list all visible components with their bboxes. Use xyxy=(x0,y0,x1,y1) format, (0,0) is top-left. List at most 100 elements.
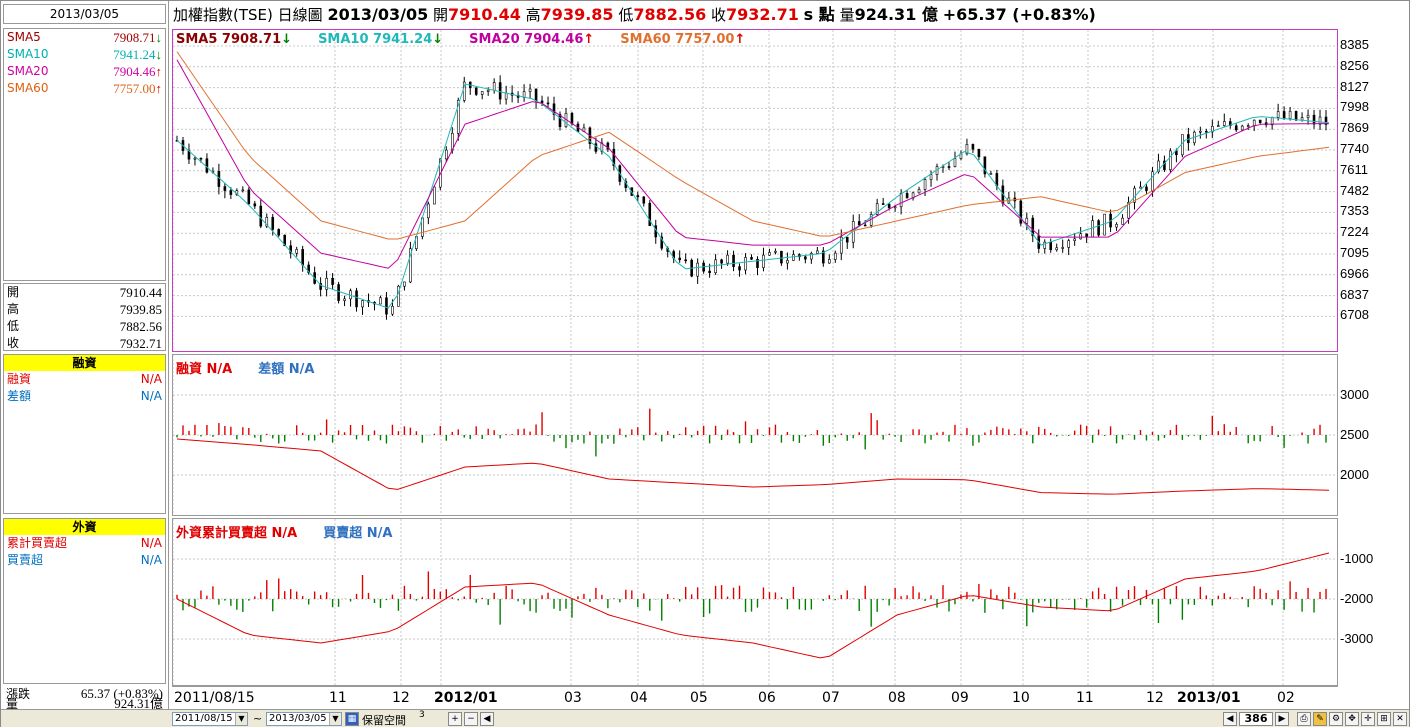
axis-tick-label: 8385 xyxy=(1340,37,1369,52)
x-tick-label: 2013/01 xyxy=(1177,690,1241,706)
candle-body xyxy=(804,256,807,260)
price-legend: SMA5 7908.71↓ SMA10 7941.24↓ SMA20 7904.46… xyxy=(176,32,771,47)
candle-body xyxy=(1157,160,1160,173)
legend-item: SMA5 7908.71↓ xyxy=(176,32,292,47)
axis-tick-label: 8256 xyxy=(1340,57,1369,73)
x-tick-label: 11 xyxy=(329,690,347,706)
candle-body xyxy=(462,81,466,101)
bar-count[interactable]: 386 xyxy=(1239,712,1273,726)
page-next-icon[interactable]: ▶ xyxy=(1275,712,1289,726)
candle-body xyxy=(456,100,460,134)
foreign-legend: 外資累計買賣超 N/A 買賣超 N/A xyxy=(176,522,418,541)
axis-tick-label: 2500 xyxy=(1340,427,1369,442)
volume-top-value: 924.31 億 xyxy=(854,5,938,24)
from-date-select[interactable]: 2011/08/15 ▼ xyxy=(172,712,248,726)
axis-tick-label: 7224 xyxy=(1340,224,1369,240)
candle-body xyxy=(606,142,610,150)
page-prev-icon[interactable]: ◀ xyxy=(1223,712,1237,726)
legend-text: SMA5 7908.71 xyxy=(176,32,282,47)
margin-panel[interactable]: 融資 N/A 差額 N/A xyxy=(172,354,1338,727)
settings-icon[interactable]: ⚙ xyxy=(1329,712,1343,726)
keep-space-label: 保留空間 xyxy=(362,714,406,727)
sma-value: 7904.46↑ xyxy=(113,63,162,80)
sma-value: 7941.24↓ xyxy=(113,46,162,63)
candle-body xyxy=(199,157,203,160)
sma-label: SMA10 xyxy=(7,47,49,61)
foreign-panel[interactable]: 外資累計買賣超 N/A 買賣超 N/A xyxy=(172,518,1338,727)
axis-tick-label: 8127 xyxy=(1340,78,1369,94)
candle-body xyxy=(1258,119,1262,123)
candle-body xyxy=(1049,241,1053,251)
legend-text: SMA60 7757.00 xyxy=(620,32,735,47)
margin-value: N/A xyxy=(140,372,162,386)
candle-body xyxy=(684,259,687,262)
legend-item: SMA10 7941.24↓ xyxy=(318,32,443,47)
volume-top-label: 量 xyxy=(839,6,855,24)
ohlc-row: 低 7882.56 xyxy=(4,318,165,335)
zoom-in-icon[interactable]: + xyxy=(448,712,462,726)
candle-body xyxy=(325,277,328,290)
margin-chart[interactable] xyxy=(172,355,1337,727)
legend-item: 差額 N/A xyxy=(258,362,314,377)
candle-body xyxy=(917,189,921,194)
keep-space-value: 3 xyxy=(419,710,425,720)
to-date-select[interactable]: 2013/03/05 ▼ xyxy=(266,712,342,726)
axis-tick-label: 7998 xyxy=(1340,99,1369,115)
candle-body xyxy=(391,306,394,315)
candle-body xyxy=(337,284,340,301)
to-date-value: 2013/03/05 xyxy=(269,713,327,724)
info-sidebar: 2013/03/05 SMA5 7908.71↓ SMA10 7941.24↓ SMA2… xyxy=(1,1,169,709)
candle-body xyxy=(1234,125,1238,131)
foreign-line xyxy=(176,552,1330,659)
candle-body xyxy=(642,196,646,204)
unit-label: s 點 xyxy=(803,5,835,24)
candle-body xyxy=(1246,125,1250,127)
calendar-icon[interactable]: ▦ xyxy=(345,712,359,726)
candle-body xyxy=(774,250,777,253)
margin-label: 融資 xyxy=(7,372,32,386)
candle-body xyxy=(989,173,993,175)
candle-body xyxy=(433,186,436,205)
candle-body xyxy=(355,290,358,308)
candle-body xyxy=(648,202,652,227)
close-icon[interactable]: ✕ xyxy=(1393,712,1407,726)
print-icon[interactable]: ⎙ xyxy=(1297,712,1311,726)
candle-body xyxy=(223,186,227,191)
candle-body xyxy=(953,158,957,167)
zoom-window-icon[interactable]: ⊞ xyxy=(1377,712,1391,726)
candle-body xyxy=(887,203,891,209)
foreign-box: 外資 累計買賣超 N/A 買賣超 N/A xyxy=(3,518,166,684)
sma-line xyxy=(176,83,1330,309)
x-tick-label: 02 xyxy=(1277,690,1295,706)
close-label: 收 xyxy=(711,6,727,24)
candle-body xyxy=(1300,117,1304,121)
x-tick-label: 11 xyxy=(1076,690,1094,706)
candle-body xyxy=(875,203,879,215)
candle-body xyxy=(193,157,197,160)
candle-body xyxy=(708,270,711,274)
candle-body xyxy=(1151,171,1154,191)
margin-label: 差額 xyxy=(7,389,32,403)
foreign-title: 外資 xyxy=(4,519,165,535)
legend-text: SMA10 7941.24 xyxy=(318,32,433,47)
candle-body xyxy=(307,264,310,273)
x-tick-label: 09 xyxy=(951,690,969,706)
candle-body xyxy=(1097,220,1100,236)
margin-line xyxy=(176,438,1330,495)
scroll-left-icon[interactable]: ◀ xyxy=(480,712,494,726)
foreign-chart[interactable] xyxy=(172,519,1337,727)
ohlc-label: 高 xyxy=(7,302,20,316)
price-panel[interactable]: SMA5 7908.71↓ SMA10 7941.24↓ SMA20 7904.46… xyxy=(172,29,1338,430)
pan-icon[interactable]: ✥ xyxy=(1345,712,1359,726)
candle-body xyxy=(696,262,699,277)
axis-tick-label: 6966 xyxy=(1340,265,1369,281)
zoom-out-icon[interactable]: − xyxy=(464,712,478,726)
x-tick-label: 12 xyxy=(392,690,410,706)
candle-body xyxy=(558,114,562,128)
candle-body xyxy=(1115,224,1118,228)
price-chart[interactable] xyxy=(172,30,1337,430)
note-icon[interactable]: ✎ xyxy=(1313,712,1327,726)
crosshair-icon[interactable]: ✛ xyxy=(1361,712,1375,726)
candle-body xyxy=(1211,126,1214,133)
open-label: 開 xyxy=(432,6,448,24)
